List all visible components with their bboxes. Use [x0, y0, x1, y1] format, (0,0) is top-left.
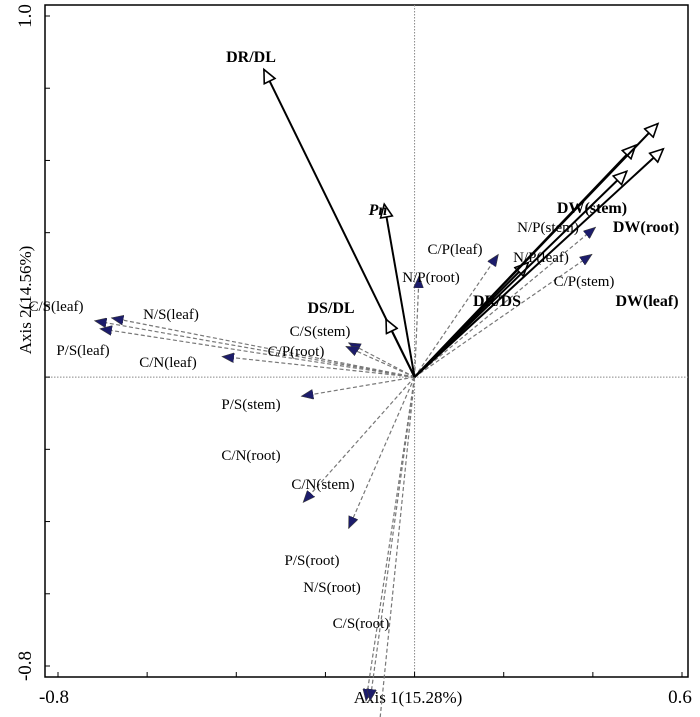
x-tick-label-min: -0.8: [39, 687, 69, 708]
explanatory-arrow-c-p-leaf: [414, 254, 499, 378]
response-arrow-pn: [384, 204, 416, 378]
explanatory-arrows: [95, 227, 596, 717]
explanatory-label-c-s-stem: C/S(stem): [290, 324, 351, 340]
response-label-dr-dl: DR/DL: [226, 49, 276, 66]
y-tick-label-max: 1.0: [15, 4, 36, 28]
response-label-pn: Pn: [368, 202, 388, 219]
response-label-dw-leaf: DW(leaf): [615, 293, 678, 310]
explanatory-arrow-p-s-root: [366, 377, 416, 701]
variable-labels: C/P(leaf) N/P(root) N/P(stem) N/P(leaf) C/S(…: [29, 49, 680, 632]
explanatory-arrow-p-s-stem: [301, 376, 415, 396]
explanatory-label-p-s-root: P/S(root): [284, 553, 339, 569]
explanatory-label-n-s-root: N/S(root): [303, 580, 361, 596]
response-label-ds-dl: DS/DL: [307, 300, 354, 317]
explanatory-arrow-c-p-root: [346, 345, 415, 378]
explanatory-label-n-p-stem: N/P(stem): [517, 220, 579, 236]
plot-frame: [44, 4, 689, 678]
response-arrows: [263, 69, 664, 378]
explanatory-arrow-c-s-leaf: [95, 321, 415, 378]
explanatory-arrow-p-s-leaf: [100, 329, 415, 378]
explanatory-label-c-p-root: C/P(root): [268, 344, 325, 360]
explanatory-label-p-s-stem: P/S(stem): [221, 397, 280, 413]
tick-marks: [45, 15, 683, 677]
x-axis-title: Axis 1(15.28%): [354, 688, 463, 707]
response-arrow-c-p-stem: [413, 171, 627, 378]
explanatory-arrow-n-p-leaf: [414, 253, 592, 378]
x-tick-label-max: 0.6: [668, 687, 692, 708]
explanatory-arrow-c-s-stem: [349, 342, 415, 378]
y-axis-title: Axis 2(14.56%): [16, 246, 35, 355]
explanatory-arrow-n-s-leaf: [111, 318, 415, 378]
explanatory-label-p-s-leaf: P/S(leaf): [56, 343, 109, 359]
explanatory-label-n-p-leaf: N/P(leaf): [513, 250, 569, 266]
explanatory-label-c-s-leaf: C/S(leaf): [29, 299, 84, 315]
x-tick-labels: -0.8 0.6: [39, 687, 692, 708]
response-label-dw-root: DW(root): [613, 219, 679, 236]
explanatory-arrow-c-s-root: [379, 377, 416, 717]
explanatory-label-c-n-root: C/N(root): [221, 448, 280, 464]
y-tick-labels: 1.0 -0.8: [15, 4, 36, 681]
response-label-c-p-stem: C/P(stem): [554, 274, 615, 290]
explanatory-label-c-s-root: C/S(root): [333, 616, 390, 632]
explanatory-label-n-p-root: N/P(root): [402, 270, 460, 286]
response-arrow-dw-root: [413, 124, 658, 378]
response-label-dr-ds: DR/DS: [473, 293, 521, 310]
explanatory-label-n-s-leaf: N/S(leaf): [143, 307, 199, 323]
explanatory-arrow-n-s-root: [370, 377, 416, 701]
response-arrow-ds-dl: [385, 319, 416, 378]
response-label-dw-stem: DW(stem): [557, 200, 627, 217]
explanatory-arrow-n-p-stem: [414, 227, 596, 378]
response-arrow-dw-leaf: [413, 149, 664, 378]
explanatory-label-c-n-stem: C/N(stem): [291, 477, 354, 493]
explanatory-arrow-n-p-root: [415, 276, 419, 378]
explanatory-arrow-c-n-stem: [348, 376, 416, 528]
explanatory-label-c-p-leaf: C/P(leaf): [428, 242, 483, 258]
origin-lines: [45, 5, 688, 677]
y-tick-label-min: -0.8: [15, 651, 36, 681]
explanatory-label-c-n-leaf: C/N(leaf): [139, 355, 196, 371]
explanatory-arrow-c-n-root: [303, 376, 416, 502]
